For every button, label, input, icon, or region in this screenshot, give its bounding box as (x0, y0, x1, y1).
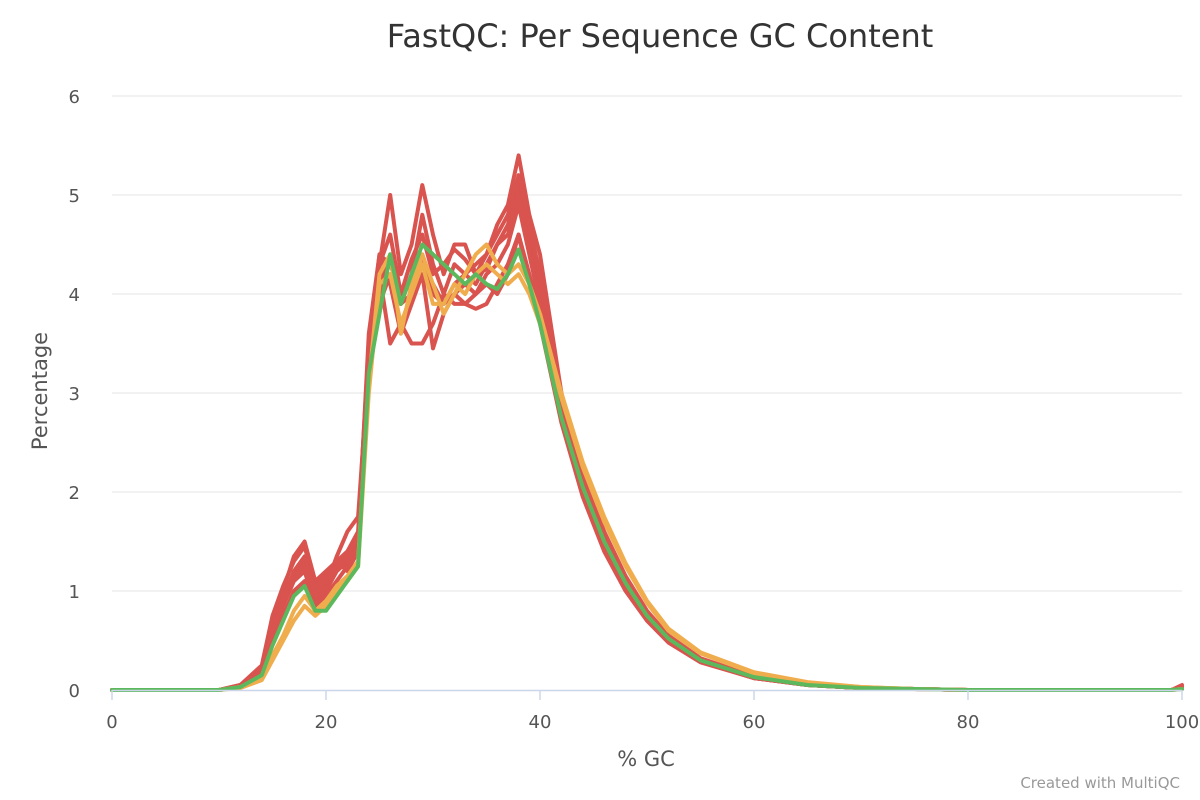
chart-title: FastQC: Per Sequence GC Content (387, 17, 934, 55)
credits-link[interactable]: Created with MultiQC (1020, 774, 1180, 792)
y-tick-label: 5 (69, 186, 80, 207)
y-tick-label: 3 (69, 384, 80, 405)
y-tick-label: 1 (69, 582, 80, 603)
y-axis-ticks: 0 1 2 3 4 5 6 (69, 87, 80, 702)
grid-lines (112, 95, 1182, 592)
x-tick-label: 20 (315, 712, 338, 733)
series-line-warn[interactable] (110, 262, 1184, 692)
series-lines (110, 153, 1184, 692)
x-axis-label: % GC (617, 747, 675, 771)
x-tick-label: 60 (743, 712, 766, 733)
y-tick-label: 0 (69, 681, 80, 702)
x-tick-label: 40 (529, 712, 552, 733)
series-line-fail[interactable] (110, 153, 1184, 692)
x-axis-ticks: 0 20 40 60 80 100 (106, 690, 1199, 733)
y-axis-label: Percentage (28, 332, 52, 450)
y-tick-label: 6 (69, 87, 80, 108)
x-tick-label: 100 (1165, 712, 1199, 733)
series-line-pass[interactable] (110, 242, 1184, 692)
x-tick-label: 0 (106, 712, 117, 733)
y-tick-label: 2 (69, 483, 80, 504)
y-tick-label: 4 (69, 285, 80, 306)
x-tick-label: 80 (957, 712, 980, 733)
